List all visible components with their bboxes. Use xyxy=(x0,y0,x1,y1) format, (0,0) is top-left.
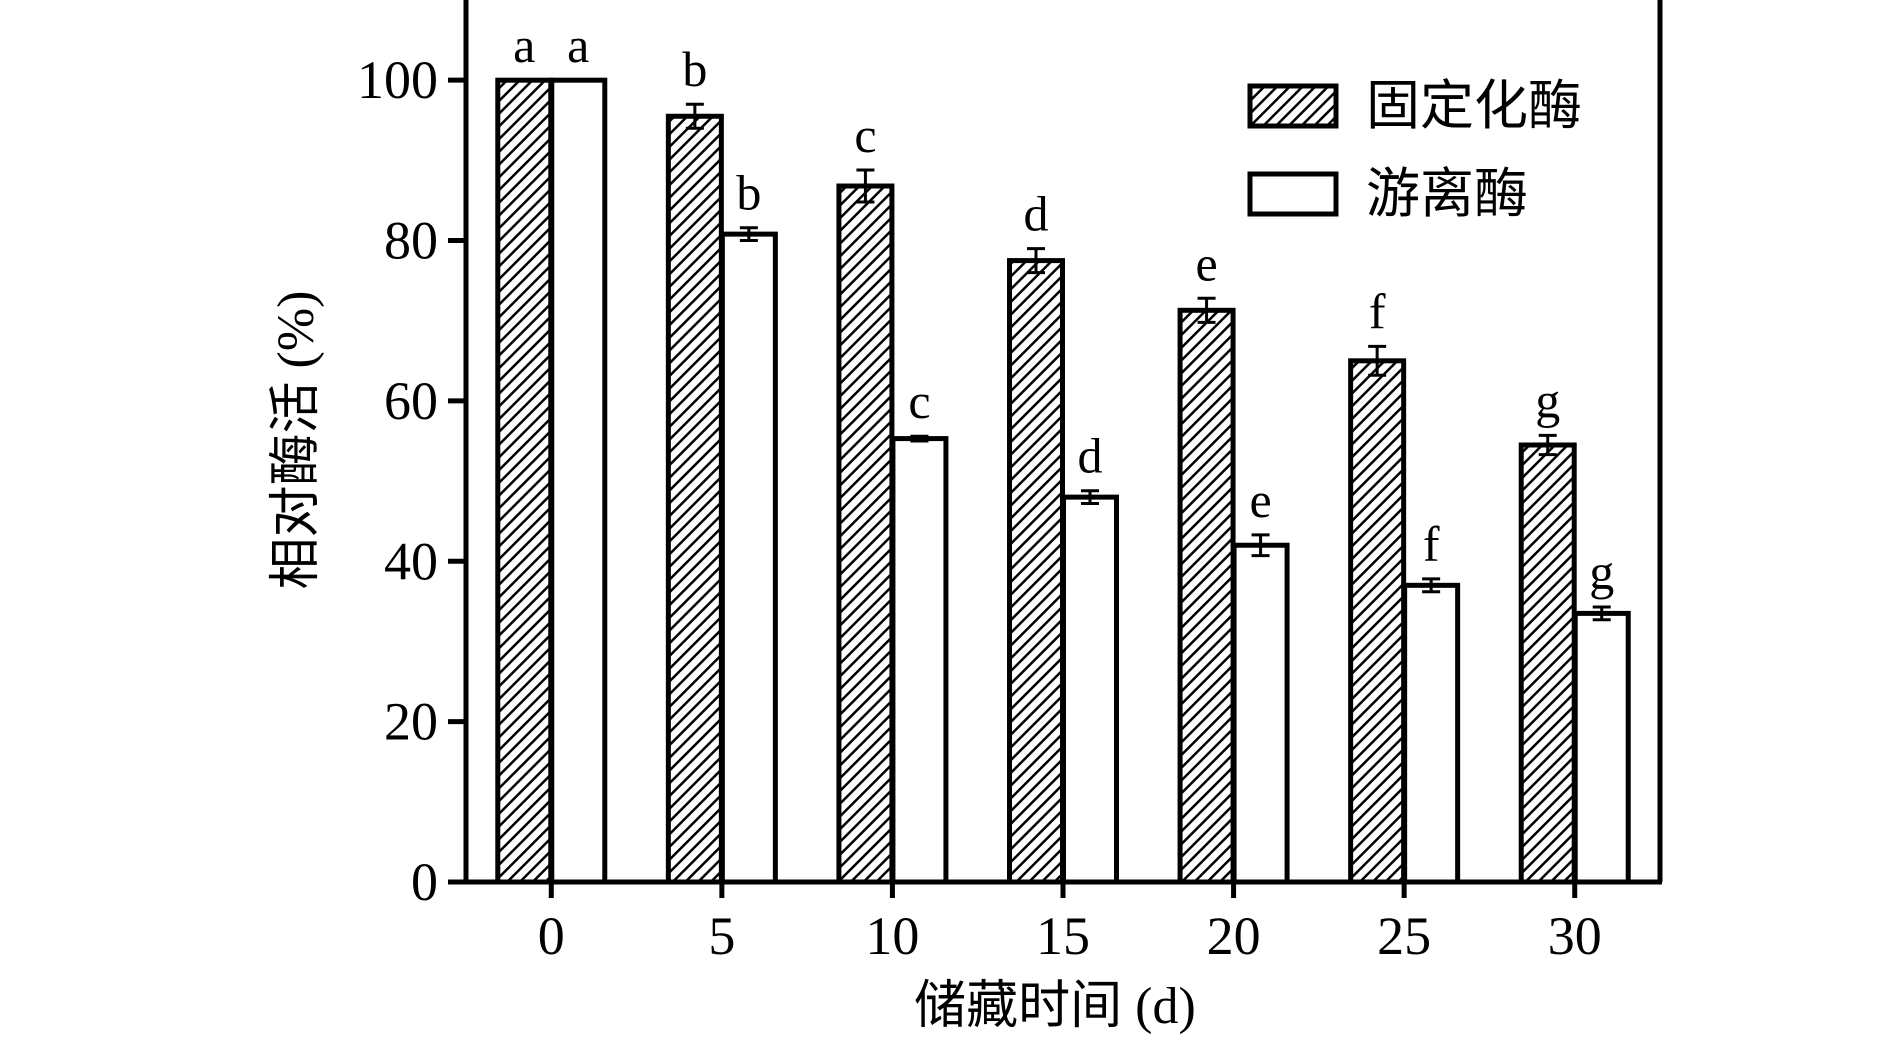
x-tick-label-15: 15 xyxy=(1036,906,1090,966)
bar-s0-5 xyxy=(665,113,724,885)
significance-letter-s1-20: e xyxy=(1249,472,1271,528)
significance-letter-s0-5: b xyxy=(682,41,707,97)
plot-area: a b c d e f g a b c d e f g 0 20 40 60 80 100 0 5 10 15 20 25 30 xyxy=(357,0,1663,966)
bar-s0-0 xyxy=(495,77,554,885)
legend: 固定化酶 游离酶 xyxy=(1247,76,1582,224)
bar-s1-20 xyxy=(1231,542,1290,885)
legend-swatch-free xyxy=(1247,171,1339,217)
bar-s0-15 xyxy=(1007,258,1065,885)
significance-letter-s1-0: a xyxy=(567,17,589,73)
y-tick-label-40: 40 xyxy=(384,531,438,591)
bar-s1-15 xyxy=(1061,494,1119,885)
bar-s1-0 xyxy=(549,77,608,885)
significance-letter-s0-25: f xyxy=(1369,283,1386,339)
x-tick-label-5: 5 xyxy=(708,906,735,966)
bar-s0-25 xyxy=(1348,358,1407,885)
significance-letter-s0-15: d xyxy=(1024,186,1049,242)
x-tick-label-25: 25 xyxy=(1377,906,1431,966)
x-tick-label-0: 0 xyxy=(538,906,565,966)
significance-letter-s1-5: b xyxy=(736,165,761,221)
bar-s1-5 xyxy=(719,231,778,885)
bar-s1-25 xyxy=(1402,582,1461,885)
significance-letter-s1-30: g xyxy=(1589,544,1614,600)
legend-label-free: 游离酶 xyxy=(1366,164,1528,224)
y-axis-label: 相对酶活 (%) xyxy=(268,291,325,590)
bar-s0-30 xyxy=(1518,442,1577,885)
significance-letter-s0-10: c xyxy=(854,107,876,163)
legend-swatch-immobilized xyxy=(1247,83,1339,129)
y-tick-label-80: 80 xyxy=(384,211,438,271)
bar-s1-30 xyxy=(1572,610,1631,885)
y-tick-label-20: 20 xyxy=(384,692,438,752)
significance-letter-s0-0: a xyxy=(513,17,535,73)
x-tick-label-20: 20 xyxy=(1207,906,1261,966)
significance-letter-s0-20: e xyxy=(1195,235,1217,291)
significance-letter-s1-10: c xyxy=(908,373,930,429)
bar-s1-10 xyxy=(890,436,949,885)
x-axis-label: 储藏时间 (d) xyxy=(914,978,1196,1035)
x-tick-label-10: 10 xyxy=(865,906,919,966)
x-tick-label-30: 30 xyxy=(1548,906,1602,966)
legend-label-immobilized: 固定化酶 xyxy=(1366,76,1582,136)
bar-s0-20 xyxy=(1177,307,1236,885)
y-tick-label-0: 0 xyxy=(411,852,438,912)
significance-letter-s1-25: f xyxy=(1423,516,1440,572)
y-tick-label-60: 60 xyxy=(384,371,438,431)
bar-s0-10 xyxy=(836,183,895,885)
significance-letter-s0-30: g xyxy=(1535,372,1560,428)
significance-letter-s1-15: d xyxy=(1078,428,1103,484)
y-tick-label-100: 100 xyxy=(357,50,438,110)
